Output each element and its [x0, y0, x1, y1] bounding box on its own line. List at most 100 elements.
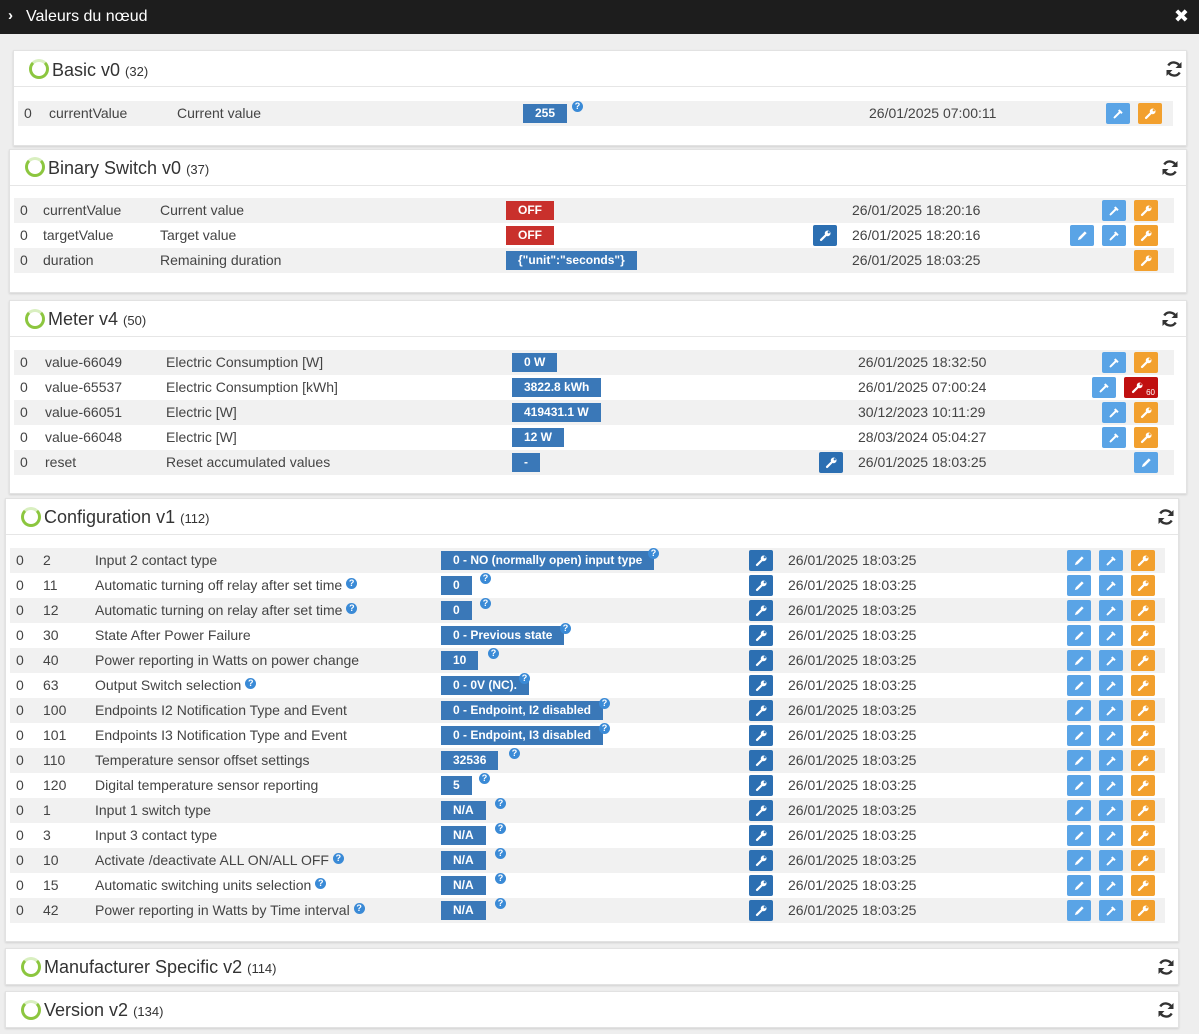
- configure-button[interactable]: [1131, 625, 1155, 646]
- question-icon[interactable]: ?: [599, 698, 610, 709]
- configure-button[interactable]: [1131, 675, 1155, 696]
- set-value-button[interactable]: [1102, 352, 1126, 373]
- question-icon[interactable]: ?: [648, 548, 659, 559]
- write-value-button[interactable]: [749, 800, 773, 821]
- question-icon[interactable]: ?: [353, 903, 365, 914]
- refresh-icon[interactable]: [1156, 957, 1176, 977]
- configure-button[interactable]: [1131, 650, 1155, 671]
- configure-button[interactable]: [1131, 850, 1155, 871]
- set-value-button[interactable]: [1099, 900, 1123, 921]
- edit-button[interactable]: [1067, 775, 1091, 796]
- configure-button[interactable]: [1131, 825, 1155, 846]
- edit-button[interactable]: [1067, 725, 1091, 746]
- edit-button[interactable]: [1067, 850, 1091, 871]
- set-value-button[interactable]: [1102, 427, 1126, 448]
- set-value-button[interactable]: [1099, 575, 1123, 596]
- write-value-button[interactable]: [749, 675, 773, 696]
- configure-button[interactable]: [1134, 200, 1158, 221]
- question-icon[interactable]: ?: [495, 898, 506, 909]
- write-value-button[interactable]: [749, 650, 773, 671]
- set-value-button[interactable]: [1099, 650, 1123, 671]
- configure-button[interactable]: [1131, 725, 1155, 746]
- configure-button[interactable]: [1134, 402, 1158, 423]
- question-icon[interactable]: ?: [560, 623, 571, 634]
- value-box[interactable]: {"unit":"seconds"}: [506, 251, 637, 270]
- configure-button-alert[interactable]: 60: [1124, 377, 1158, 398]
- edit-button[interactable]: [1067, 825, 1091, 846]
- value-box[interactable]: -: [512, 453, 540, 472]
- set-value-button[interactable]: [1099, 850, 1123, 871]
- set-value-button[interactable]: [1099, 625, 1123, 646]
- value-box[interactable]: 5: [441, 776, 472, 795]
- edit-button[interactable]: [1070, 225, 1094, 246]
- value-box[interactable]: N/A: [441, 901, 486, 920]
- value-box[interactable]: 0 - NO (normally open) input type: [441, 551, 655, 570]
- write-value-button[interactable]: [749, 725, 773, 746]
- write-value-button[interactable]: [749, 875, 773, 896]
- write-value-button[interactable]: [749, 625, 773, 646]
- question-icon[interactable]: ?: [488, 648, 499, 659]
- configure-button[interactable]: [1131, 550, 1155, 571]
- question-icon[interactable]: ?: [572, 101, 583, 112]
- value-box[interactable]: 10: [441, 651, 479, 670]
- value-box[interactable]: N/A: [441, 826, 486, 845]
- configure-button[interactable]: [1131, 575, 1155, 596]
- edit-button[interactable]: [1067, 550, 1091, 571]
- write-value-button[interactable]: [749, 825, 773, 846]
- question-icon[interactable]: ?: [245, 678, 257, 689]
- set-value-button[interactable]: [1099, 750, 1123, 771]
- question-icon[interactable]: ?: [495, 848, 506, 859]
- value-box[interactable]: 0 - 0V (NC).: [441, 676, 530, 695]
- question-icon[interactable]: ?: [495, 798, 506, 809]
- refresh-icon[interactable]: [1156, 507, 1176, 527]
- refresh-icon[interactable]: [1164, 59, 1184, 79]
- panel-manufacturer-specific[interactable]: Manufacturer Specific v2 (114): [5, 948, 1179, 985]
- panel-basic-header[interactable]: Basic v0 (32): [14, 51, 1186, 87]
- configure-button[interactable]: [1131, 875, 1155, 896]
- value-box[interactable]: 0: [441, 576, 472, 595]
- question-icon[interactable]: ?: [480, 573, 491, 584]
- edit-button[interactable]: [1067, 600, 1091, 621]
- edit-button[interactable]: [1067, 675, 1091, 696]
- value-box[interactable]: 255: [523, 104, 568, 123]
- edit-button[interactable]: [1067, 900, 1091, 921]
- value-box[interactable]: 0 - Endpoint, I2 disabled: [441, 701, 604, 720]
- value-box[interactable]: N/A: [441, 851, 486, 870]
- configure-button[interactable]: [1138, 103, 1162, 124]
- write-value-button[interactable]: [813, 225, 837, 246]
- question-icon[interactable]: ?: [519, 673, 530, 684]
- set-value-button[interactable]: [1102, 200, 1126, 221]
- value-box[interactable]: 12 W: [512, 428, 565, 447]
- value-box[interactable]: 0 - Endpoint, I3 disabled: [441, 726, 604, 745]
- question-icon[interactable]: ?: [332, 853, 344, 864]
- configure-button[interactable]: [1134, 427, 1158, 448]
- question-icon[interactable]: ?: [599, 723, 610, 734]
- configure-button[interactable]: [1131, 600, 1155, 621]
- edit-button[interactable]: [1134, 452, 1158, 473]
- configure-button[interactable]: [1134, 250, 1158, 271]
- set-value-button[interactable]: [1099, 600, 1123, 621]
- value-box[interactable]: OFF: [506, 201, 554, 220]
- question-icon[interactable]: ?: [315, 878, 327, 889]
- set-value-button[interactable]: [1099, 775, 1123, 796]
- set-value-button[interactable]: [1099, 550, 1123, 571]
- write-value-button[interactable]: [749, 900, 773, 921]
- value-box[interactable]: N/A: [441, 801, 486, 820]
- question-icon[interactable]: ?: [495, 823, 506, 834]
- panel-version[interactable]: Version v2 (134): [5, 991, 1179, 1028]
- question-icon[interactable]: ?: [509, 748, 520, 759]
- value-box[interactable]: 32536: [441, 751, 499, 770]
- refresh-icon[interactable]: [1160, 309, 1180, 329]
- write-value-button[interactable]: [749, 600, 773, 621]
- set-value-button[interactable]: [1106, 103, 1130, 124]
- set-value-button[interactable]: [1092, 377, 1116, 398]
- set-value-button[interactable]: [1099, 700, 1123, 721]
- value-box[interactable]: N/A: [441, 876, 486, 895]
- value-box[interactable]: 0 - Previous state: [441, 626, 565, 645]
- configure-button[interactable]: [1131, 700, 1155, 721]
- question-icon[interactable]: ?: [480, 598, 491, 609]
- configure-button[interactable]: [1131, 775, 1155, 796]
- value-box[interactable]: OFF: [506, 226, 554, 245]
- write-value-button[interactable]: [749, 575, 773, 596]
- configure-button[interactable]: [1134, 352, 1158, 373]
